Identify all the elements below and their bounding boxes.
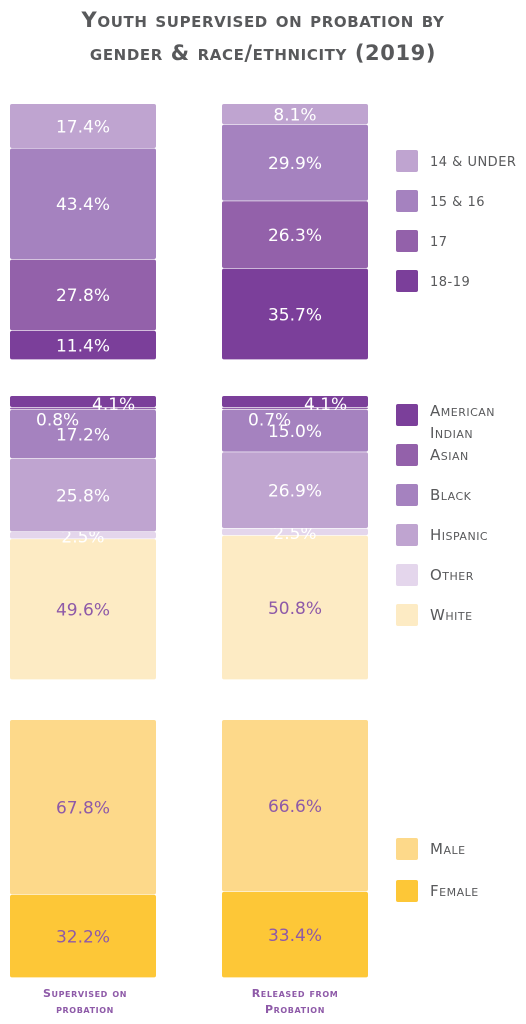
bar-segment-female-2 (222, 891, 368, 978)
chart-panel-3: 32.2% 67.8% 33.4% 66.6% Male Female (10, 720, 479, 978)
bar-segment-hispanic-2 (222, 452, 368, 529)
legend-label-18-19: 18-19 (430, 275, 470, 290)
value-label-14-under-1: 17.4% (56, 117, 110, 137)
legend-label-14-under: 14 & UNDER (430, 155, 516, 170)
bar-segment-hispanic-1 (10, 458, 156, 532)
bar-segment-17-1 (10, 259, 156, 331)
x-label-released-line-1: Released from (251, 987, 339, 1000)
x-label-released: Released from Probation (210, 986, 380, 1018)
bar-segment-white-2 (222, 535, 368, 680)
legend-swatch-black (396, 484, 418, 506)
value-label-17-1: 27.8% (56, 286, 110, 306)
legend-swatch-male (396, 838, 418, 860)
value-label-white-1: 49.6% (56, 601, 110, 621)
bar-segment-american-indian-2 (222, 396, 368, 408)
value-label-american-indian-2: 4.1% (304, 395, 347, 415)
value-label-black-2: 15.0% (268, 422, 322, 442)
bar-segment-14-under-2 (222, 104, 368, 125)
chart-panel-1: 11.4% 27.8% 43.4% 17.4% 35.7% 26.3% 29.9% 8.1% 1… (10, 104, 516, 360)
value-label-14-under-2: 8.1% (273, 105, 316, 125)
legend-swatch-asian (396, 444, 418, 466)
chart-title-line-2: gender & race/ethnicity (2019) (89, 41, 437, 65)
legend-swatch-american-indian (396, 404, 418, 426)
x-label-supervised-line-2: probation (56, 1003, 114, 1016)
value-label-asian-2: 0.7% (248, 411, 291, 431)
bar-segment-asian-1 (10, 407, 156, 410)
bar-segment-18-19-2 (222, 268, 368, 360)
legend-label-asian: Asian (430, 446, 469, 464)
value-label-18-19-2: 35.7% (268, 305, 322, 325)
bar-segment-male-2 (222, 720, 368, 892)
value-label-male-1: 67.8% (56, 798, 110, 818)
legend-swatch-15-16 (396, 190, 418, 212)
legend-label-hispanic: Hispanic (430, 526, 488, 544)
value-label-asian-1: 0.8% (36, 411, 79, 431)
legend-label-black: Black (430, 486, 472, 504)
value-label-hispanic-1: 25.8% (56, 486, 110, 506)
bar-segment-black-1 (10, 409, 156, 459)
bar-segment-asian-2 (222, 407, 368, 410)
legend-swatch-14-under (396, 150, 418, 172)
bar-segment-male-1 (10, 720, 156, 895)
legend-label-15-16: 15 & 16 (430, 195, 485, 210)
value-label-17-2: 26.3% (268, 226, 322, 246)
bar-segment-18-19-1 (10, 330, 156, 360)
value-label-male-2: 66.6% (268, 797, 322, 817)
legend-label-17: 17 (430, 235, 448, 250)
bar-segment-female-1 (10, 894, 156, 978)
value-label-american-indian-1: 4.1% (92, 395, 135, 415)
bar-segment-17-2 (222, 201, 368, 269)
bar-segment-15-16-2 (222, 124, 368, 201)
legend-swatch-white (396, 604, 418, 626)
legend-label-american-indian-1: American (430, 402, 495, 420)
legend-label-other: Other (430, 566, 474, 584)
chart-title-line-1: Youth supervised on probation by (81, 8, 445, 32)
chart-panel-2: 49.6% 2.5% 25.8% 17.2%0.8% 4.1% 50.8% 2.5% 26.9… (10, 395, 495, 680)
bar-segment-white-1 (10, 539, 156, 680)
legend-swatch-hispanic (396, 524, 418, 546)
legend-swatch-female (396, 880, 418, 902)
value-label-15-16-1: 43.4% (56, 195, 110, 215)
bar-segment-american-indian-1 (10, 396, 156, 408)
chart-title: Youth supervised on probation by gender … (0, 4, 526, 70)
bar-segment-15-16-1 (10, 148, 156, 260)
x-label-supervised-line-1: Supervised on (42, 987, 128, 1000)
value-label-15-16-2: 29.9% (268, 154, 322, 174)
value-label-other-2: 2.5% (273, 524, 316, 544)
legend-swatch-18-19 (396, 270, 418, 292)
value-label-hispanic-2: 26.9% (268, 481, 322, 501)
value-label-other-1: 2.5% (61, 528, 104, 548)
legend-swatch-other (396, 564, 418, 586)
legend-label-female: Female (430, 882, 479, 900)
value-label-white-2: 50.8% (268, 599, 322, 619)
legend-label-white: White (430, 606, 473, 624)
legend-swatch-17 (396, 230, 418, 252)
value-label-black-1: 17.2% (56, 425, 110, 445)
x-label-supervised: Supervised on probation (0, 986, 170, 1018)
bar-segment-black-2 (222, 409, 368, 452)
value-label-female-2: 33.4% (268, 926, 322, 946)
legend-label-male: Male (430, 840, 466, 858)
x-label-released-line-2: Probation (264, 1003, 326, 1016)
bar-segment-other-1 (10, 532, 156, 539)
bar-segment-14-under-1 (10, 104, 156, 148)
legend-label-american-indian-2: Indian (430, 424, 473, 442)
bar-segment-other-2 (222, 528, 368, 536)
value-label-female-1: 32.2% (56, 927, 110, 947)
value-label-18-19-1: 11.4% (56, 336, 110, 356)
